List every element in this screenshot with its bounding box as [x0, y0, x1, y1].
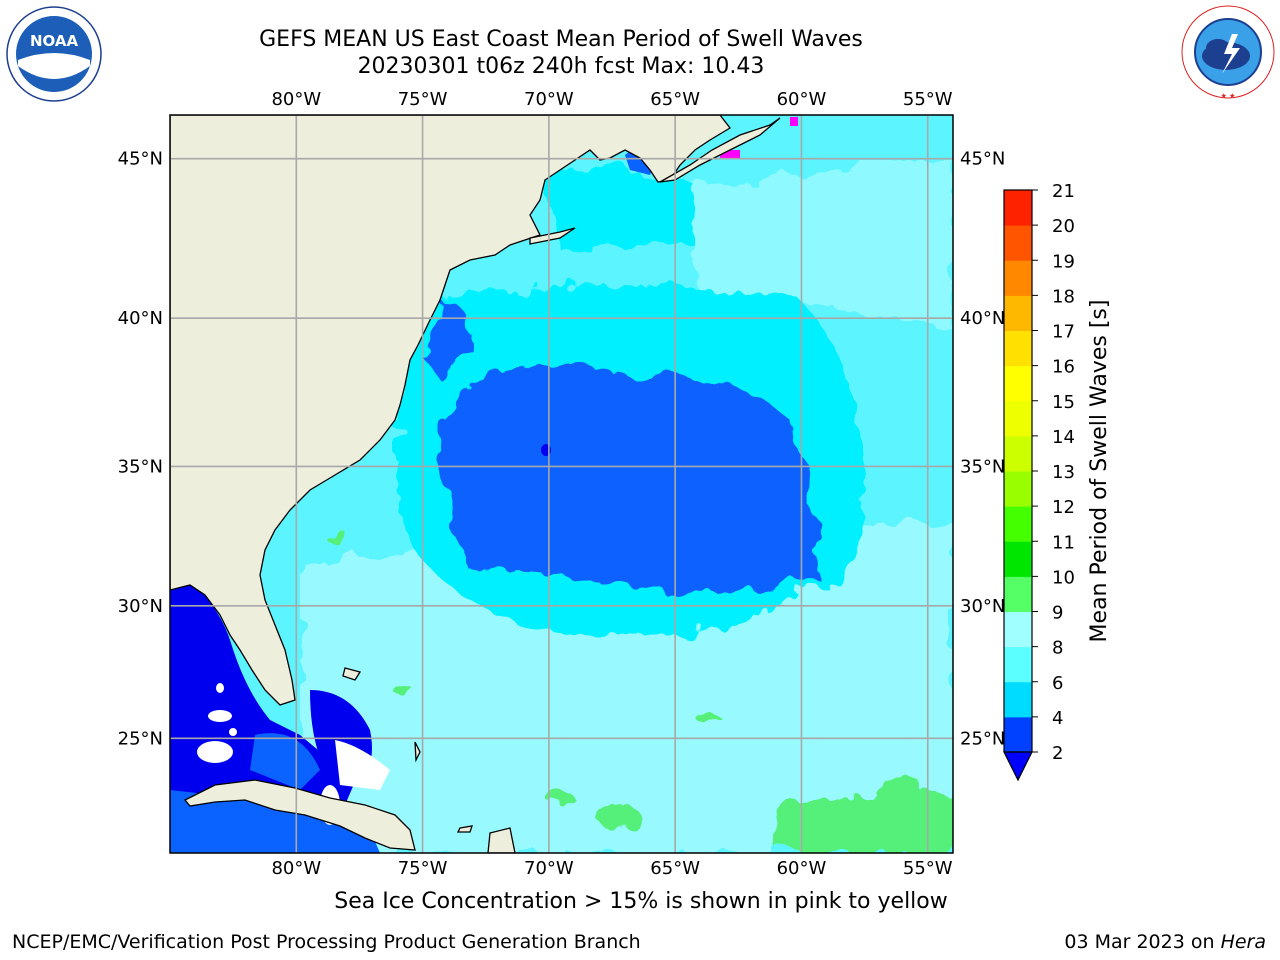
- lon-label-bottom: 65°W: [650, 858, 700, 879]
- lat-label-right: 30°N: [960, 596, 1005, 617]
- colorbar-tick-label: 6: [1052, 673, 1063, 694]
- colorbar-tick-label: 19: [1052, 251, 1075, 272]
- field-high-north: [680, 160, 953, 330]
- colorbar-tick-label: 4: [1052, 708, 1063, 729]
- colorbar-tick-label: 2: [1052, 743, 1063, 764]
- lat-label-left: 35°N: [118, 456, 163, 477]
- colorbar-label: Mean Period of Swell Waves [s]: [1087, 300, 1112, 643]
- colorbar-tick-label: 14: [1052, 427, 1075, 448]
- colorbar-segment: [1004, 611, 1032, 648]
- footer-credit: NCEP/EMC/Verification Post Processing Pr…: [12, 931, 641, 953]
- field-2-4-coastal: [425, 300, 470, 380]
- colorbar-segment: [1004, 225, 1032, 261]
- lon-label-top: 75°W: [398, 89, 448, 110]
- north-america-coast: [170, 115, 731, 706]
- colorbar-tick-label: 12: [1052, 497, 1075, 518]
- colorbar-segment: [1004, 681, 1032, 718]
- lat-label-left: 40°N: [118, 308, 163, 329]
- field-2-4-central: [440, 365, 820, 594]
- noaa-logo: NOAA: [6, 6, 102, 102]
- lat-label-right: 35°N: [960, 456, 1005, 477]
- colorbar-segment: [1004, 190, 1032, 226]
- colorbar: 2 4 6 8 9 10 11 12 13 14 15 16 17 18 19 20 21 Mean Period…: [1003, 181, 1112, 782]
- colorbar-tick-label: 11: [1052, 532, 1075, 553]
- noaa-logo-text: NOAA: [30, 32, 79, 50]
- lon-label-bottom: 55°W: [903, 858, 953, 879]
- lat-label-right: 25°N: [960, 728, 1005, 749]
- colorbar-segment: [1004, 295, 1032, 331]
- colorbar-segment: [1004, 471, 1032, 507]
- lon-label-bottom: 80°W: [271, 858, 321, 879]
- footer-date: 03 Mar 2023 on Hera: [1064, 931, 1266, 953]
- hispaniola: [487, 827, 516, 853]
- nova-scotia: [659, 117, 781, 183]
- colorbar-tick-label: 17: [1052, 322, 1075, 343]
- field-low-caribbean: [170, 790, 380, 853]
- sea-ice-note: Sea Ice Concentration > 15% is shown in …: [334, 889, 948, 914]
- footer-machine: Hera: [1220, 931, 1266, 953]
- lon-label-bottom: 75°W: [398, 858, 448, 879]
- colorbar-segment: [1004, 365, 1032, 402]
- cuba: [183, 779, 416, 851]
- lon-label-top: 80°W: [271, 89, 321, 110]
- lon-label-top: 65°W: [650, 89, 700, 110]
- chart-title: GEFS MEAN US East Coast Mean Period of S…: [259, 27, 863, 52]
- colorbar-segment: [1004, 716, 1032, 753]
- colorbar-tick-label: 20: [1052, 216, 1075, 237]
- lat-label-left: 45°N: [118, 149, 163, 170]
- colorbar-segment: [1004, 646, 1032, 683]
- map-area: [170, 115, 953, 853]
- lat-label-left: 25°N: [118, 728, 163, 749]
- colorbar-tick-label: 13: [1052, 462, 1075, 483]
- svg-text:★ ★: ★ ★: [1221, 92, 1236, 100]
- sea-ice-patch: [720, 150, 740, 158]
- colorbar-segment: [1004, 576, 1032, 612]
- colorbar-segment: [1004, 330, 1032, 367]
- long-island: [529, 227, 576, 245]
- nws-logo: ★ ★: [1178, 4, 1278, 100]
- lon-label-top: 55°W: [903, 89, 953, 110]
- colorbar-segment: [1004, 260, 1032, 296]
- colorbar-segment: [1004, 541, 1032, 577]
- map-frame: [169, 114, 954, 854]
- colorbar-segment: [1004, 435, 1032, 472]
- lon-label-top: 70°W: [524, 89, 574, 110]
- lon-label-bottom: 70°W: [524, 858, 574, 879]
- land: [170, 115, 781, 853]
- lat-label-left: 30°N: [118, 596, 163, 617]
- colorbar-tick-label: 15: [1052, 392, 1075, 413]
- lat-label-right: 45°N: [960, 149, 1005, 170]
- colorbar-segment: [1004, 506, 1032, 542]
- colorbar-tick-label: 21: [1052, 181, 1075, 202]
- bahamas-bank-mask: [335, 740, 390, 790]
- colorbar-segment: [1004, 400, 1032, 437]
- footer-date-text: 03 Mar 2023 on: [1064, 931, 1221, 953]
- lon-label-top: 60°W: [777, 89, 827, 110]
- field-green-se: [770, 794, 953, 853]
- axis-labels: 80°W 80°W 75°W 75°W 70°W 70°W 65°W 65°W 60°W 60°W…: [118, 89, 1006, 879]
- colorbar-tick-label: 18: [1052, 286, 1075, 307]
- colorbar-tick-label: 8: [1052, 638, 1063, 659]
- colorbar-tick-label: 16: [1052, 357, 1075, 378]
- lon-label-bottom: 60°W: [777, 858, 827, 879]
- colorbar-tick-label: 10: [1052, 567, 1075, 588]
- gridlines: [170, 115, 953, 853]
- sea-ice-patch-2: [790, 117, 798, 126]
- field-4-6-north: [540, 167, 700, 250]
- chart-subtitle: 20230301 t06z 240h fcst Max: 10.43: [357, 54, 765, 79]
- lat-label-right: 40°N: [960, 308, 1005, 329]
- colorbar-extend: [1003, 751, 1033, 782]
- colorbar-tick-label: 9: [1052, 603, 1063, 624]
- field-high-8-9: [300, 520, 953, 853]
